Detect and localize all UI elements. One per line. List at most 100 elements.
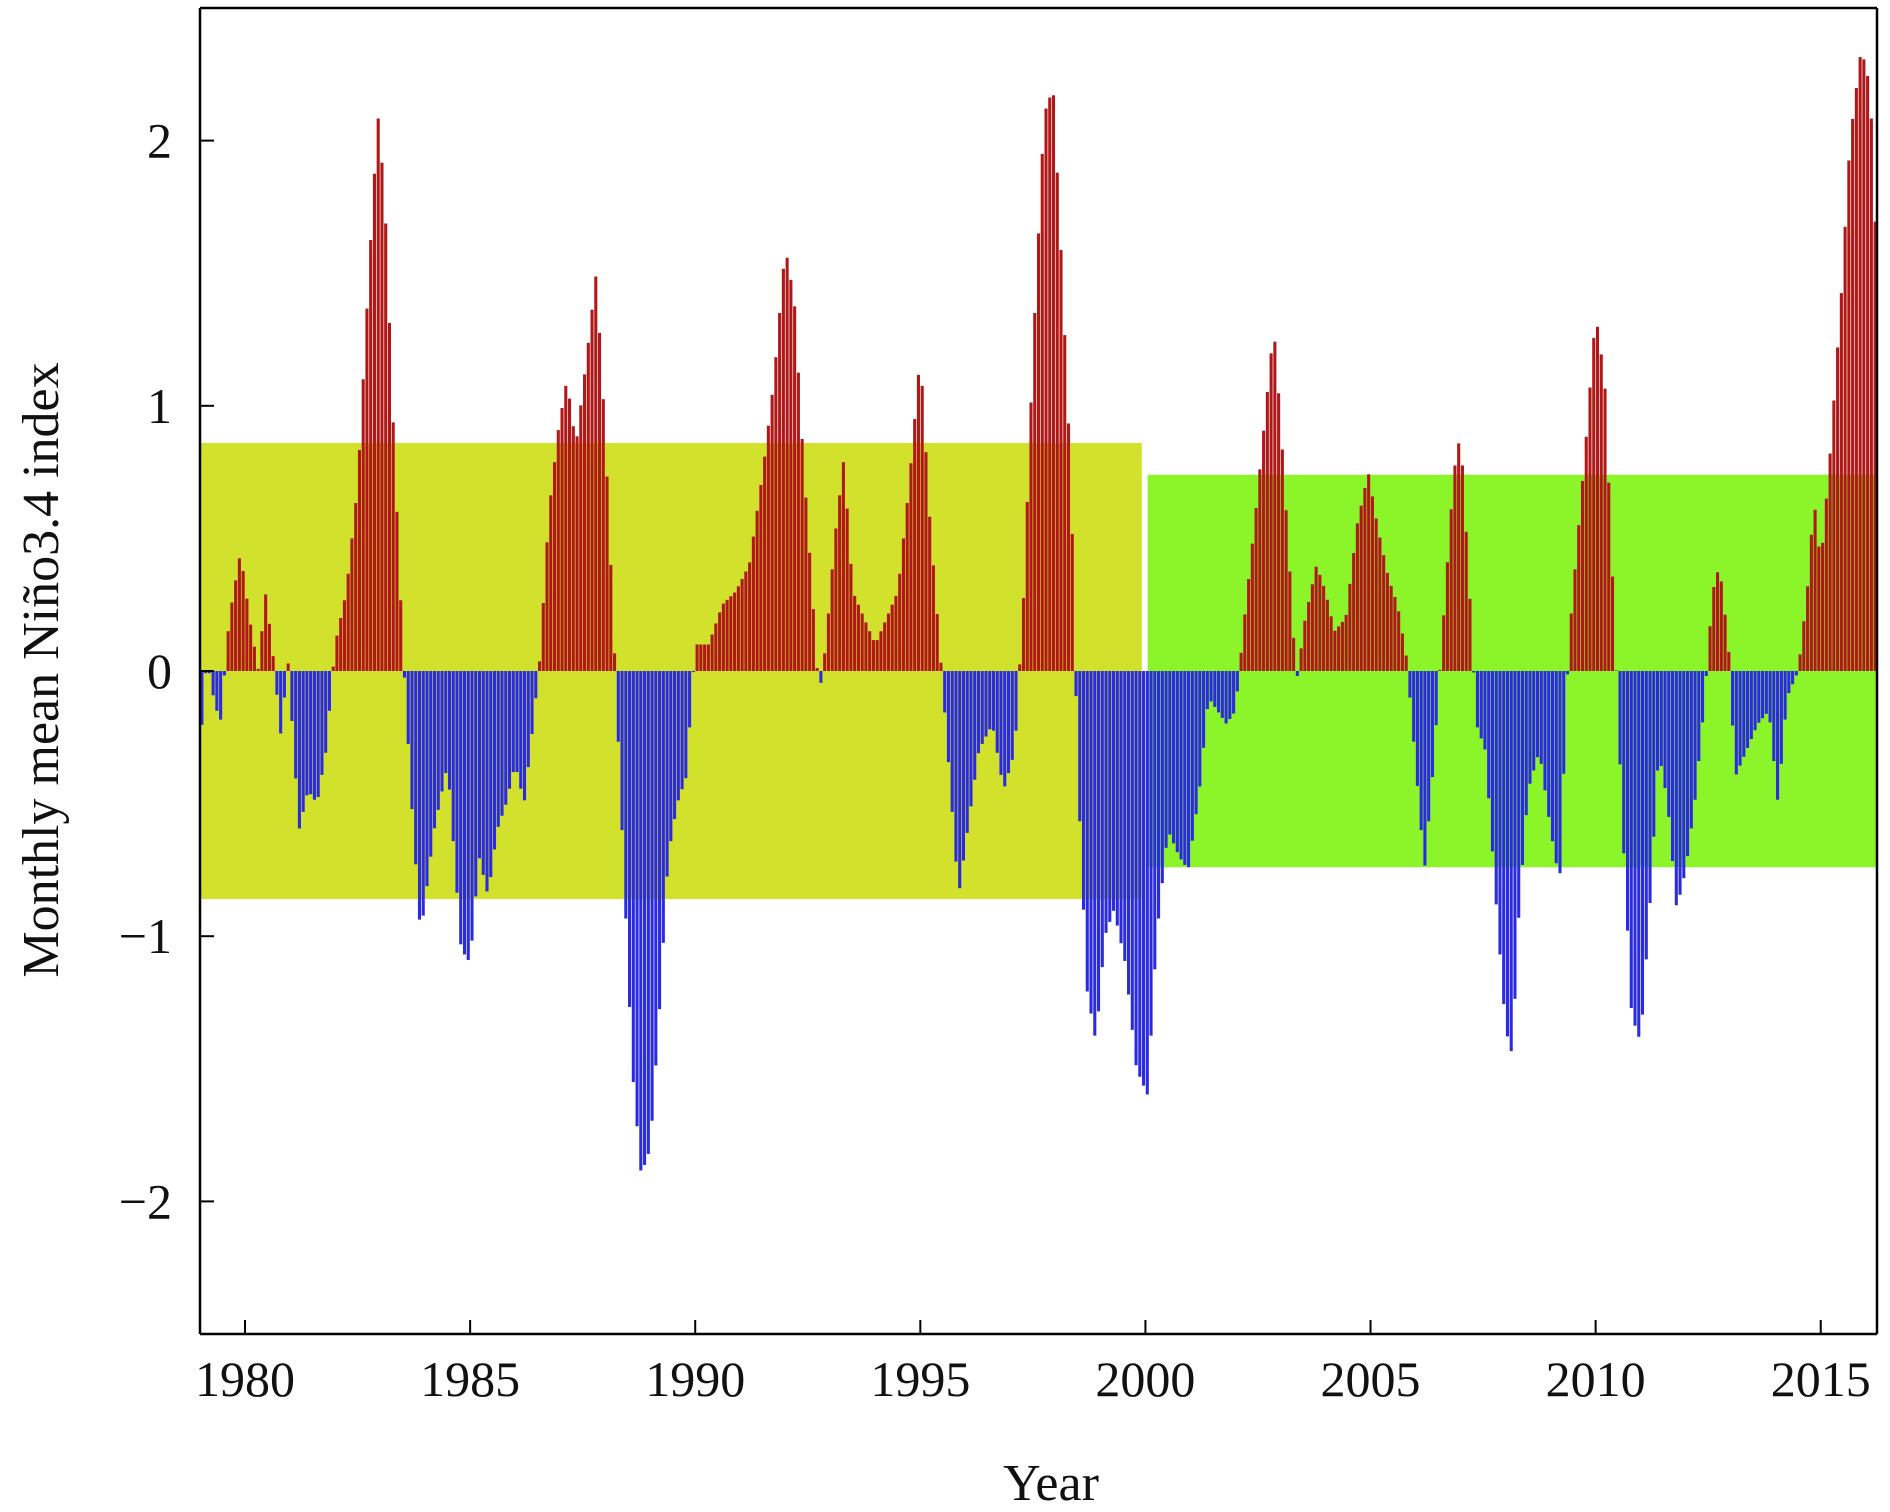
bar-positive (1824, 498, 1828, 671)
bar-positive (564, 385, 568, 671)
bar-positive (1712, 587, 1716, 671)
bar-negative (279, 671, 283, 734)
bar-negative (1010, 671, 1014, 760)
bar-negative (1558, 671, 1562, 874)
bar-negative (1749, 671, 1753, 740)
bar-positive (853, 595, 857, 671)
bar-positive (856, 604, 860, 671)
bar-negative (455, 671, 459, 893)
bar-positive (1592, 337, 1596, 671)
bar-positive (1044, 108, 1048, 671)
bar-positive (1059, 249, 1063, 672)
bar-negative (961, 671, 966, 861)
bar-positive (1247, 579, 1251, 671)
bar-negative (1123, 671, 1127, 961)
bar-positive (264, 594, 268, 671)
bar-negative (995, 671, 999, 753)
bar-positive (1607, 482, 1611, 671)
bar-positive (586, 342, 590, 671)
bar-negative (1513, 671, 1517, 999)
bar-negative (1494, 671, 1498, 905)
bar-negative (1757, 671, 1761, 723)
bar-negative (1427, 671, 1431, 822)
bar-positive (808, 552, 812, 671)
bar-positive (1021, 598, 1026, 671)
bar-negative (950, 671, 954, 812)
bar-negative (1693, 671, 1697, 800)
bar-positive (1288, 571, 1292, 671)
bar-negative (1520, 671, 1525, 865)
bar-negative (327, 671, 331, 711)
bar-negative (222, 671, 226, 676)
bar-positive (1866, 75, 1870, 671)
bar-negative (620, 671, 624, 831)
bar-negative (1505, 671, 1509, 1037)
bar-positive (1727, 651, 1731, 671)
bar-negative (204, 671, 208, 674)
bar-negative (1160, 671, 1164, 884)
bar-negative (519, 671, 523, 789)
bar-positive (1813, 509, 1817, 671)
bar-negative (1655, 671, 1660, 771)
bar-positive (1468, 598, 1472, 671)
bar-negative (414, 671, 418, 865)
bar-negative (312, 671, 316, 800)
bar-negative (1415, 671, 1419, 786)
bar-negative (1764, 671, 1768, 714)
bar-negative (646, 671, 650, 1154)
bar-negative (515, 671, 519, 773)
bar-positive (594, 276, 598, 671)
bar-positive (1254, 508, 1258, 671)
bar-negative (1629, 671, 1633, 1009)
bar-negative (425, 671, 429, 887)
bar-positive (1573, 569, 1577, 671)
bar-negative (1539, 671, 1543, 764)
bar-negative (1228, 671, 1232, 720)
bar-negative (1535, 671, 1540, 758)
bar-positive (751, 536, 755, 671)
bar-negative (654, 671, 658, 1066)
x-tick-label: 1995 (870, 1351, 970, 1407)
bar-negative (402, 671, 407, 678)
bar-positive (1719, 581, 1723, 671)
bar-positive (1828, 453, 1832, 671)
bar-positive (1239, 652, 1243, 671)
bar-positive (1355, 523, 1359, 671)
bar-positive (868, 631, 872, 671)
bar-positive (804, 497, 808, 671)
bar-positive (399, 600, 403, 671)
bar-negative (1408, 671, 1412, 698)
bar-negative (1731, 671, 1735, 726)
bar-negative (946, 671, 950, 763)
bar-negative (440, 671, 444, 792)
bar-negative (969, 671, 973, 807)
bar-negative (1498, 671, 1502, 955)
bar-positive (729, 596, 733, 671)
bar-positive (1318, 574, 1322, 671)
bar-positive (286, 663, 290, 671)
x-axis-title: Year (1003, 1455, 1099, 1512)
bar-positive (1310, 584, 1314, 671)
bar-negative (1787, 671, 1791, 694)
bar-negative (684, 671, 688, 779)
bar-negative (1434, 671, 1438, 726)
bar-negative (1652, 671, 1656, 837)
bar-negative (1738, 671, 1742, 766)
bar-positive (1445, 562, 1449, 671)
bar-positive (928, 516, 932, 671)
bar-negative (973, 671, 977, 780)
bar-negative (1081, 671, 1086, 910)
bar-positive (785, 257, 789, 671)
bar-positive (346, 573, 350, 671)
bar-positive (939, 662, 943, 671)
bar-negative (1678, 671, 1682, 895)
bar-positive (1832, 400, 1836, 671)
bar-negative (1509, 671, 1513, 1052)
bar-positive (879, 631, 883, 671)
bar-positive (354, 503, 358, 671)
bar-positive (774, 357, 778, 671)
bar-negative (309, 671, 313, 795)
bar-positive (1806, 586, 1810, 671)
bar-positive (357, 450, 361, 671)
bar-positive (706, 644, 710, 671)
